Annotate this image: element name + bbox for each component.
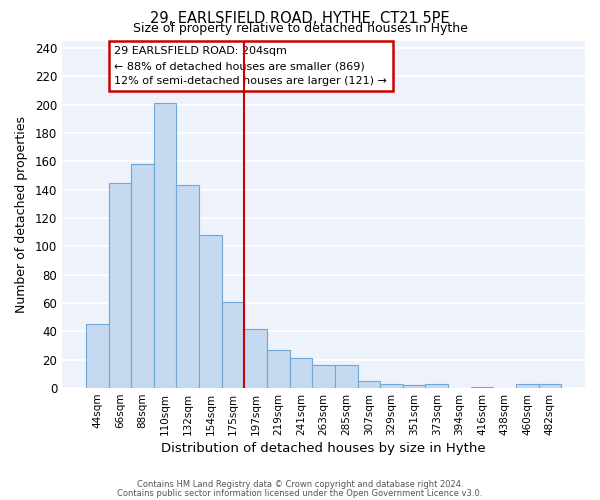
X-axis label: Distribution of detached houses by size in Hythe: Distribution of detached houses by size … <box>161 442 486 455</box>
Bar <box>425 384 448 388</box>
Bar <box>290 358 312 388</box>
Bar <box>222 302 244 388</box>
Bar <box>154 104 176 388</box>
Bar <box>131 164 154 388</box>
Bar <box>380 384 403 388</box>
Text: 29 EARLSFIELD ROAD: 204sqm
← 88% of detached houses are smaller (869)
12% of sem: 29 EARLSFIELD ROAD: 204sqm ← 88% of deta… <box>115 46 388 86</box>
Y-axis label: Number of detached properties: Number of detached properties <box>15 116 28 313</box>
Bar <box>86 324 109 388</box>
Bar <box>335 366 358 388</box>
Bar <box>312 366 335 388</box>
Bar <box>358 381 380 388</box>
Bar <box>176 186 199 388</box>
Text: Contains public sector information licensed under the Open Government Licence v3: Contains public sector information licen… <box>118 488 482 498</box>
Bar <box>244 328 267 388</box>
Text: Size of property relative to detached houses in Hythe: Size of property relative to detached ho… <box>133 22 467 35</box>
Bar <box>403 385 425 388</box>
Bar <box>516 384 539 388</box>
Bar <box>539 384 561 388</box>
Bar <box>199 235 222 388</box>
Bar <box>267 350 290 388</box>
Text: 29, EARLSFIELD ROAD, HYTHE, CT21 5PE: 29, EARLSFIELD ROAD, HYTHE, CT21 5PE <box>150 11 450 26</box>
Bar <box>471 386 493 388</box>
Bar <box>109 182 131 388</box>
Text: Contains HM Land Registry data © Crown copyright and database right 2024.: Contains HM Land Registry data © Crown c… <box>137 480 463 489</box>
